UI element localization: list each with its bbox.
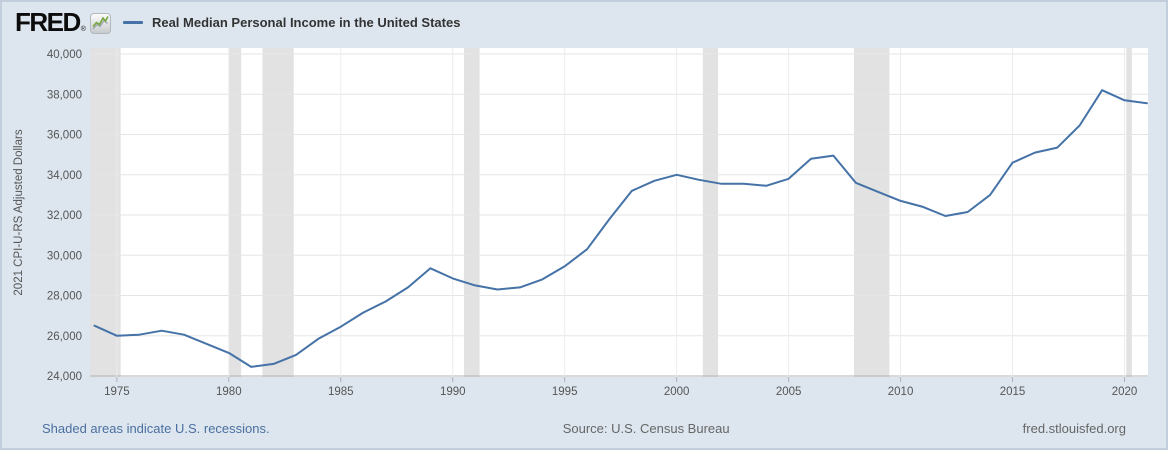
x-tick-label: 2015 <box>1000 386 1026 398</box>
fred-logo[interactable]: FRED ® <box>15 7 111 37</box>
y-axis-title: 2021 CPI-U-RS Adjusted Dollars <box>13 129 25 295</box>
chart-title: Real Median Personal Income in the Unite… <box>151 14 461 30</box>
y-tick-label: 32,000 <box>47 210 82 222</box>
x-tick-label: 1995 <box>552 386 578 398</box>
plot-area[interactable] <box>90 48 1148 377</box>
source-text: Source: U.S. Census Bureau <box>562 420 730 436</box>
y-tick-label: 24,000 <box>47 371 82 383</box>
x-tick-label: 2010 <box>888 386 914 398</box>
registered-trademark: ® <box>80 26 86 33</box>
fred-site-link[interactable]: fred.stlouisfed.org <box>1022 420 1126 436</box>
y-tick-label: 30,000 <box>47 250 82 262</box>
recessions-note-link[interactable]: Shaded areas indicate U.S. recessions. <box>42 420 270 436</box>
y-tick-label: 28,000 <box>47 291 82 303</box>
recession-band <box>702 48 719 377</box>
y-tick-label: 40,000 <box>47 49 82 61</box>
recession-band <box>228 48 242 377</box>
chart-footer: Shaded areas indicate U.S. recessions. S… <box>2 415 1166 441</box>
recession-band <box>463 48 480 377</box>
recession-band <box>1126 48 1132 377</box>
x-tick-label: 1980 <box>216 386 242 398</box>
fred-sparkline-icon <box>89 13 111 34</box>
y-tick-label: 34,000 <box>47 170 82 182</box>
data-line <box>93 89 1148 368</box>
x-tick-label: 1985 <box>328 386 354 398</box>
y-tick-label: 36,000 <box>47 130 82 142</box>
chart-header: FRED ® Real Median Personal Income in th… <box>15 8 460 36</box>
x-tick-label: 2005 <box>776 386 802 398</box>
y-tick-label: 26,000 <box>47 331 82 343</box>
recession-band <box>853 48 890 377</box>
x-tick-label: 2020 <box>1112 386 1138 398</box>
fred-wordmark: FRED <box>15 7 81 37</box>
recession-band <box>262 48 294 377</box>
x-tick-label: 2000 <box>664 386 690 398</box>
series-color-dash <box>122 20 143 24</box>
x-tick-label: 1990 <box>440 386 466 398</box>
y-tick-label: 38,000 <box>47 89 82 101</box>
recession-band <box>90 48 121 377</box>
x-tick-label: 1975 <box>104 386 130 398</box>
